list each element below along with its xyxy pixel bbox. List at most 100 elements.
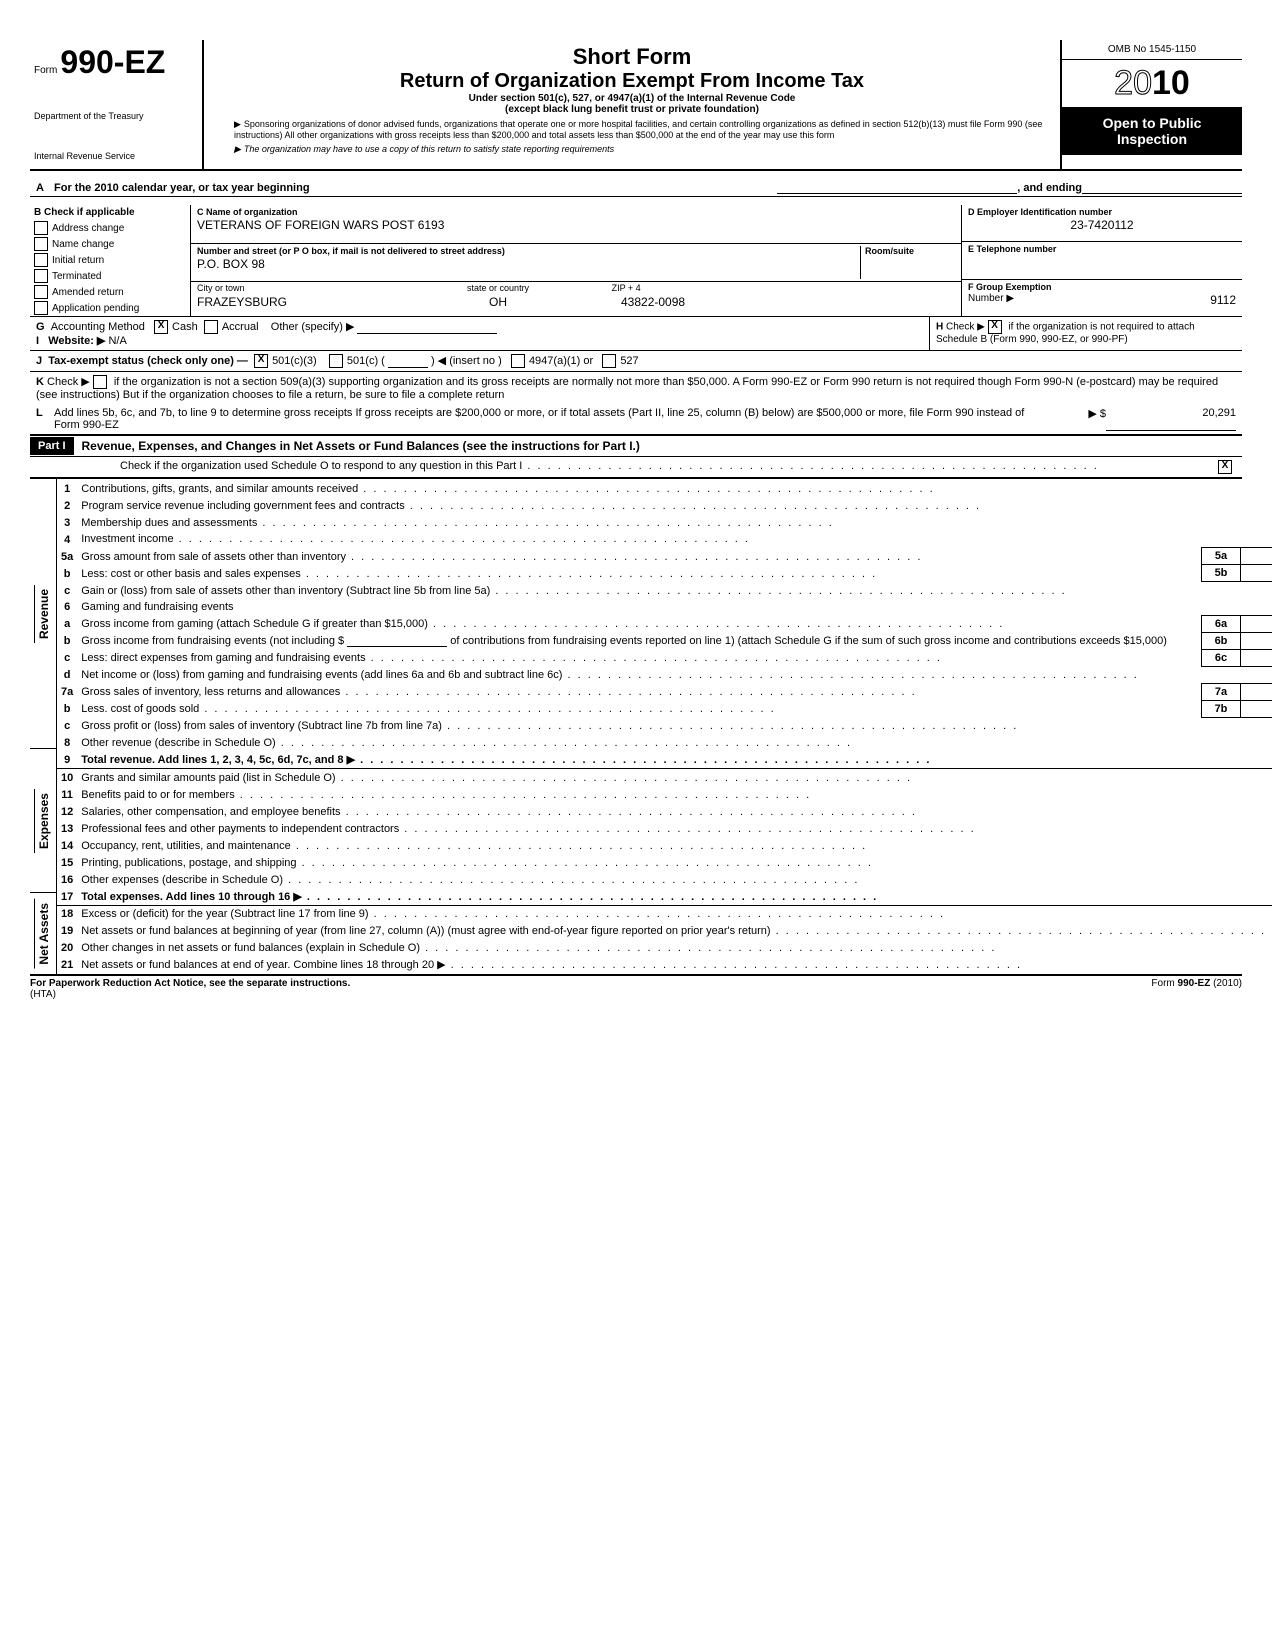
4947-label: 4947(a)(1) or [529, 355, 593, 367]
zip-label: ZIP + 4 [612, 283, 641, 293]
line-19-desc: Net assets or fund balances at beginning… [77, 922, 1272, 939]
4947-checkbox[interactable] [511, 354, 525, 368]
line-15-desc: Printing, publications, postage, and shi… [77, 854, 1272, 871]
revenue-side-label: Revenue [34, 585, 53, 643]
line-6b-contrib-field[interactable] [347, 634, 447, 647]
501c-insert-label: ) ◀ (insert no ) [431, 355, 502, 367]
subtitle-1: Under section 501(c), 527, or 4947(a)(1)… [214, 93, 1050, 104]
501c-checkbox[interactable] [329, 354, 343, 368]
dept-irs: Internal Revenue Service [34, 151, 194, 161]
k-check-label: Check ▶ [47, 376, 90, 388]
row-l: L Add lines 5b, 6c, and 7b, to line 9 to… [30, 404, 1242, 435]
line-5b-inline-value [1240, 565, 1272, 582]
check-address-change[interactable]: Address change [30, 220, 190, 236]
other-specify-field[interactable] [357, 321, 497, 334]
line-10: 10Grants and similar amounts paid (list … [57, 769, 1272, 786]
check-terminated[interactable]: Terminated [30, 268, 190, 284]
line-6d-desc: Net income or (loss) from gaming and fun… [77, 666, 1272, 683]
line-6a-box: 6a [1201, 615, 1240, 632]
line-5c: cGain or (loss) from sale of assets othe… [57, 582, 1272, 599]
check-name-change[interactable]: Name change [30, 236, 190, 252]
h-check-label: Check ▶ [946, 322, 985, 333]
check-initial-return[interactable]: Initial return [30, 252, 190, 268]
k-checkbox[interactable] [93, 375, 107, 389]
form-prefix: Form [34, 65, 57, 76]
side-labels: Revenue Expenses Net Assets [30, 479, 57, 974]
line-21: 21Net assets or fund balances at end of … [57, 956, 1272, 973]
line-17-desc: Total expenses. Add lines 10 through 16 [81, 891, 290, 903]
line-16: 16Other expenses (describe in Schedule O… [57, 871, 1272, 888]
check-label-3: Terminated [52, 271, 101, 282]
col-b-header: B Check if applicable [30, 205, 190, 220]
header-note-1: Sponsoring organizations of donor advise… [214, 119, 1050, 140]
line-7a: 7aGross sales of inventory, less returns… [57, 683, 1272, 700]
short-form-label: Short Form [214, 44, 1050, 70]
check-o-checkbox[interactable]: X [1218, 460, 1232, 474]
line-6a-desc: Gross income from gaming (attach Schedul… [77, 615, 1201, 632]
form-number: 990-EZ [60, 44, 165, 80]
line-10-desc: Grants and similar amounts paid (list in… [77, 769, 1272, 786]
l-value: 20,291 [1106, 407, 1236, 431]
line-6a-inline-value [1240, 615, 1272, 632]
line-7b: bLess. cost of goods sold7b [57, 700, 1272, 717]
h-checkbox[interactable]: X [988, 320, 1002, 334]
line-a: A For the 2010 calendar year, or tax yea… [30, 179, 1242, 197]
year-begin-field[interactable] [777, 181, 1017, 194]
lines-table: 1Contributions, gifts, grants, and simil… [57, 479, 1272, 974]
header-note-2: The organization may have to use a copy … [214, 144, 1050, 155]
address-cell: Number and street (or P O box, if mail i… [191, 244, 961, 283]
row-g-h: G Accounting Method XCash Accrual Other … [30, 317, 1242, 351]
org-name: VETERANS OF FOREIGN WARS POST 6193 [197, 218, 444, 232]
527-checkbox[interactable] [602, 354, 616, 368]
title-block: Short Form Return of Organization Exempt… [204, 40, 1060, 169]
line-6c: cLess: direct expenses from gaming and f… [57, 649, 1272, 666]
line-2-desc: Program service revenue including govern… [77, 497, 1272, 514]
cash-checkbox[interactable]: X [154, 320, 168, 334]
cash-label: Cash [172, 321, 198, 333]
line-7c: cGross profit or (loss) from sales of in… [57, 717, 1272, 734]
ein-label: Employer Identification number [977, 207, 1112, 217]
year-prefix: 20 [1114, 64, 1152, 102]
501c-insert-field[interactable] [388, 355, 428, 368]
line-20-desc: Other changes in net assets or fund bala… [77, 939, 1272, 956]
line-11: 11Benefits paid to or for members11 [57, 786, 1272, 803]
accrual-checkbox[interactable] [204, 320, 218, 334]
website-label: Website: ▶ [48, 335, 105, 347]
line-7a-inline-value [1240, 683, 1272, 700]
line-12: 12Salaries, other compensation, and empl… [57, 803, 1272, 820]
line-5a-desc: Gross amount from sale of assets other t… [77, 548, 1201, 565]
check-amended-return[interactable]: Amended return [30, 284, 190, 300]
check-label-5: Application pending [52, 303, 139, 314]
line-18-desc: Excess or (deficit) for the year (Subtra… [77, 905, 1272, 922]
group-exemption-cell: F Group Exemption Number ▶ 9112 [962, 280, 1242, 316]
city-row: FRAZEYSBURG OH 43822-0098 [191, 293, 961, 311]
netassets-side-label: Net Assets [34, 899, 53, 969]
check-label-2: Initial return [52, 255, 104, 266]
line-5a: 5aGross amount from sale of assets other… [57, 548, 1272, 565]
room-label: Room/suite [865, 246, 914, 256]
part-1-title: Revenue, Expenses, and Changes in Net As… [74, 436, 648, 456]
org-name-cell: C Name of organization VETERANS OF FOREI… [191, 205, 961, 244]
line-8-desc: Other revenue (describe in Schedule O) [77, 734, 1272, 751]
col-cde: C Name of organization VETERANS OF FOREI… [191, 205, 1242, 316]
line-6c-box: 6c [1201, 649, 1240, 666]
accrual-label: Accrual [222, 321, 259, 333]
line-6b-desc1: Gross income from fundraising events (no… [81, 635, 344, 647]
address-value: P.O. BOX 98 [197, 257, 265, 271]
check-application-pending[interactable]: Application pending [30, 300, 190, 316]
line-14-desc: Occupancy, rent, utilities, and maintena… [77, 837, 1272, 854]
subtitle-2: (except black lung benefit trust or priv… [214, 104, 1050, 115]
tax-exempt-label: Tax-exempt status (check only one) — [48, 355, 248, 367]
check-applicable-label: Check if applicable [44, 207, 135, 218]
year-end-field[interactable] [1082, 181, 1242, 194]
org-name-label: Name of organization [206, 207, 298, 217]
501c3-checkbox[interactable]: X [254, 354, 268, 368]
website-value: N/A [108, 335, 126, 347]
line-7a-desc: Gross sales of inventory, less returns a… [77, 683, 1201, 700]
line-6-desc: Gaming and fundraising events [77, 599, 1272, 616]
line-5a-inline-value [1240, 548, 1272, 565]
line-17: 17Total expenses. Add lines 10 through 1… [57, 888, 1272, 906]
telephone-label: Telephone number [977, 244, 1057, 254]
expenses-side-label: Expenses [34, 789, 53, 853]
row-j: J Tax-exempt status (check only one) — X… [30, 351, 1242, 372]
